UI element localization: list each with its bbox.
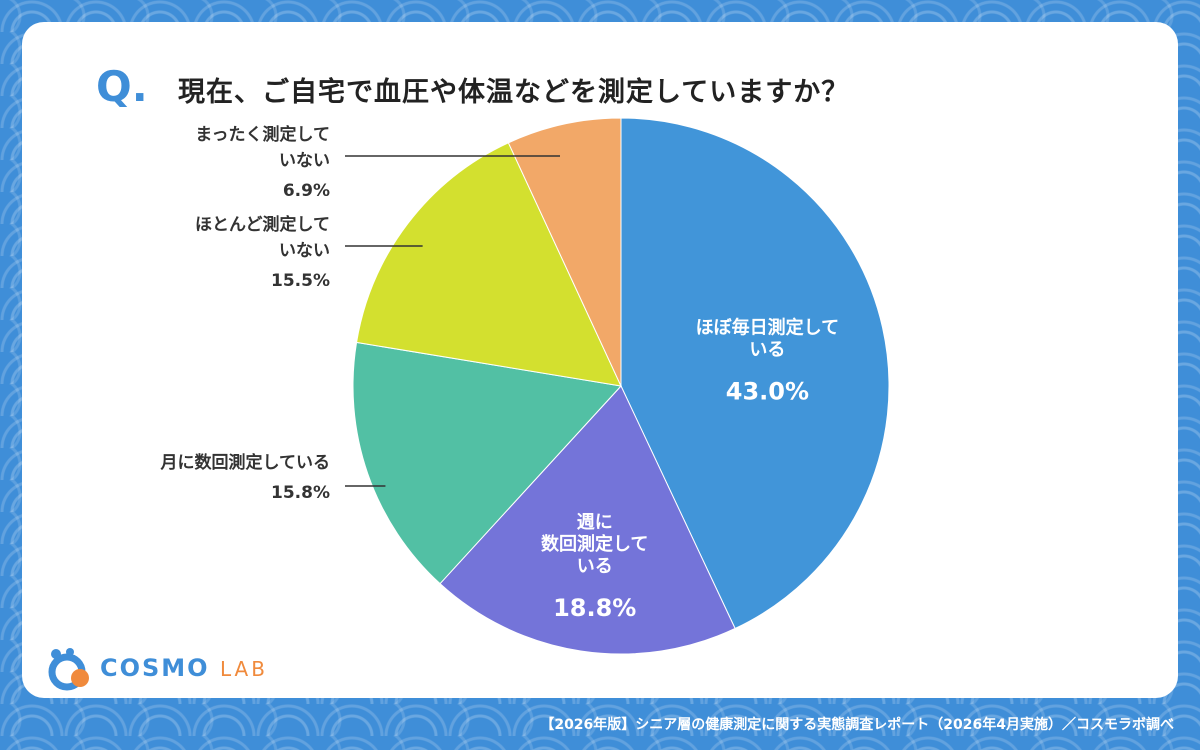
slice-label: 月に数回測定している <box>160 452 331 473</box>
page-title: 現在、ご自宅で血圧や体温などを測定していますか？ <box>178 77 850 108</box>
slice-label: まったく測定して <box>195 124 330 145</box>
slice-label: いる <box>577 556 613 577</box>
slice-label: 数回測定して <box>541 533 648 555</box>
slice-value-label: 15.5% <box>271 271 330 291</box>
pie-slice <box>352 341 622 585</box>
slice-label: いる <box>749 339 785 360</box>
slice-value-label: 43.0% <box>726 377 809 405</box>
slice-value-label: 18.8% <box>553 594 636 622</box>
slice-label: 週に <box>577 512 613 533</box>
slice-value-label: 6.9% <box>283 181 330 201</box>
slice-label: いない <box>279 151 330 171</box>
pie-slice <box>355 142 622 387</box>
slice-label: ほとんど測定して <box>195 214 330 235</box>
slice-label: いない <box>279 241 330 261</box>
source-footer: 【2026年版】シニア層の健康測定に関する実態調査レポート（2026年4月実施）… <box>540 717 1174 733</box>
question-mark: Q. <box>96 62 148 111</box>
pie-slice <box>507 117 622 387</box>
brand-logo-text: COSMO LAB <box>100 654 268 682</box>
pie-slice <box>620 117 890 630</box>
cosmo-lab-logo-icon <box>48 648 89 691</box>
slice-label: ほぼ毎日測定して <box>696 316 839 338</box>
pie-slice <box>439 385 736 655</box>
slice-value-label: 15.8% <box>271 483 330 503</box>
